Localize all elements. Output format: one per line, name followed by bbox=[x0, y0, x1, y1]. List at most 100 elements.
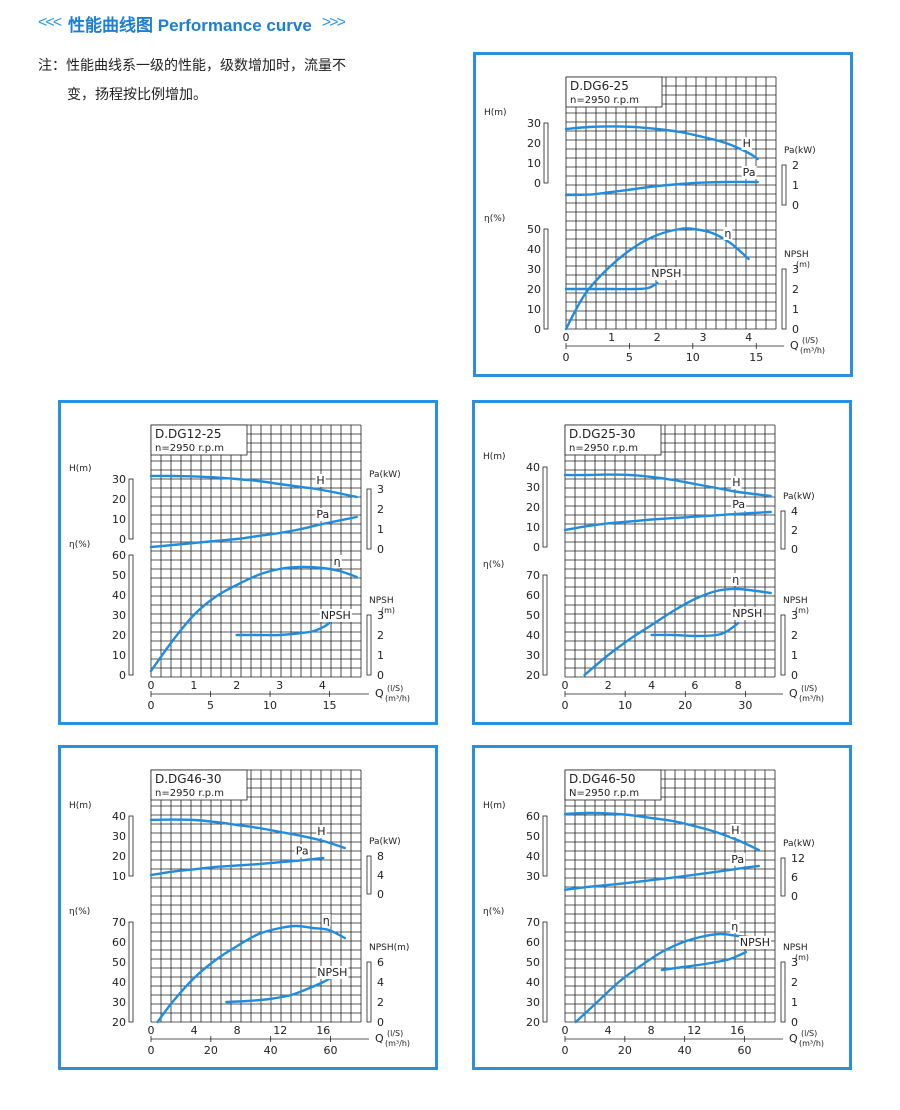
q-m3h-tick-label: 20 bbox=[204, 1044, 218, 1057]
power-curve-label: Pa bbox=[731, 853, 744, 866]
q-ls-tick-label: 2 bbox=[654, 331, 661, 344]
q-m3h-tick-label: 30 bbox=[738, 699, 752, 712]
q-axis-label: Q bbox=[375, 687, 384, 700]
eta-tick-label: 60 bbox=[112, 936, 126, 949]
power-curve bbox=[149, 515, 358, 549]
q-ls-tick-label: 2 bbox=[233, 679, 240, 692]
model-label-box bbox=[564, 424, 662, 456]
chart-svg: D.DG46-50N=2950 r.p.mH(m)60504030η(%)706… bbox=[483, 769, 824, 1057]
npsh-tick-label: 1 bbox=[792, 303, 799, 316]
h-tick-label: 20 bbox=[527, 137, 541, 150]
q-unit-m3h: (m³/h) bbox=[385, 1039, 410, 1048]
curve-label-bg bbox=[741, 166, 757, 179]
npsh-curve-label: NPSH bbox=[740, 936, 770, 949]
chart-svg: D.DG25-30n=2950 r.p.mH(m)403020100η(%)70… bbox=[483, 424, 824, 712]
q-m3h-tick-label: 0 bbox=[148, 699, 155, 712]
pa-scale-bar bbox=[780, 857, 786, 897]
power-curve-label: Pa bbox=[743, 166, 756, 179]
efficiency-curve bbox=[583, 587, 772, 677]
h-tick-label: 40 bbox=[112, 810, 126, 823]
eta-tick-label: 20 bbox=[112, 629, 126, 642]
h-tick-label: 10 bbox=[112, 870, 126, 883]
q-m3h-tick-label: 5 bbox=[626, 351, 633, 364]
head-curve-label: H bbox=[316, 474, 324, 487]
curve-label-bg bbox=[315, 508, 331, 521]
eta-tick-label: 40 bbox=[112, 976, 126, 989]
curves bbox=[563, 473, 772, 677]
npsh-tick-label: 2 bbox=[791, 629, 798, 642]
eta-tick-label: 10 bbox=[112, 649, 126, 662]
q-axis-label: Q bbox=[789, 687, 798, 700]
h-scale-bar bbox=[543, 122, 549, 184]
h-tick-label: 0 bbox=[534, 177, 541, 190]
left-arrows-icon: <<< bbox=[38, 14, 62, 31]
power-curve-label: Pa bbox=[732, 498, 745, 511]
npsh-tick-label: 2 bbox=[791, 976, 798, 989]
eta-tick-label: 50 bbox=[526, 956, 540, 969]
q-ls-tick-label: 4 bbox=[745, 331, 752, 344]
power-curve bbox=[564, 180, 759, 197]
eta-tick-label: 20 bbox=[526, 669, 540, 682]
q-ls-tick-label: 12 bbox=[687, 1024, 701, 1037]
speed-label: N=2950 r.p.m bbox=[569, 788, 639, 799]
eta-scale-bar bbox=[128, 921, 134, 1023]
model-name: D.DG46-50 bbox=[569, 772, 635, 786]
power-curve bbox=[563, 510, 772, 532]
q-ls-tick-label: 8 bbox=[735, 679, 742, 692]
eta-scale-bar bbox=[543, 228, 549, 330]
pa-tick-label: 2 bbox=[791, 524, 798, 537]
h-tick-label: 30 bbox=[112, 830, 126, 843]
curve-label-bg bbox=[315, 474, 326, 487]
npsh-scale-bar bbox=[781, 268, 787, 330]
eta-tick-label: 50 bbox=[526, 609, 540, 622]
npsh-curve-label: NPSH bbox=[317, 966, 347, 979]
h-scale-bar bbox=[542, 466, 548, 548]
model-label-box bbox=[150, 424, 248, 456]
npsh-axis-label: NPSH bbox=[783, 596, 808, 606]
head-curve-label: H bbox=[732, 476, 740, 489]
power-curve bbox=[149, 856, 325, 877]
curve-label-bg bbox=[650, 267, 683, 280]
q-ls-tick-label: 0 bbox=[563, 331, 570, 344]
eta-tick-label: 20 bbox=[527, 283, 541, 296]
model-name: D.DG46-30 bbox=[155, 772, 221, 786]
head-curve-label: H bbox=[731, 824, 739, 837]
h-tick-label: 30 bbox=[112, 473, 126, 486]
h-tick-label: 30 bbox=[527, 117, 541, 130]
q-unit-ls: (l/S) bbox=[801, 684, 817, 693]
npsh-tick-label: 0 bbox=[377, 669, 384, 682]
eta-tick-label: 40 bbox=[527, 243, 541, 256]
curve-label-bg bbox=[316, 825, 327, 838]
h-axis-label: H(m) bbox=[483, 801, 506, 811]
chart-panel-dg6-25: D.DG6-25 n=2950 r.p.m H(m) 30 20 10 0 η(%) 50 40 3… bbox=[473, 52, 853, 377]
q-axis-label: Q bbox=[375, 1032, 384, 1045]
pa-axis-label: Pa(kW) bbox=[784, 146, 816, 156]
npsh-scale-bar bbox=[780, 961, 786, 1023]
q-ls-tick-label: 6 bbox=[691, 679, 698, 692]
right-arrows-icon: >>> bbox=[321, 14, 346, 31]
npsh-tick-label: 3 bbox=[792, 263, 799, 276]
eta-tick-label: 10 bbox=[527, 303, 541, 316]
pa-tick-label: 1 bbox=[377, 523, 384, 536]
q-ls-tick-label: 12 bbox=[273, 1024, 287, 1037]
npsh-curve-label: NPSH bbox=[651, 267, 681, 280]
eta-scale-bar bbox=[128, 554, 134, 676]
head-curve bbox=[564, 125, 759, 161]
model-name: D.DG12-25 bbox=[155, 427, 221, 441]
q-ls-tick-label: 3 bbox=[699, 331, 706, 344]
pa-axis-label: Pa(kW) bbox=[783, 492, 815, 502]
head-curve-label: H bbox=[317, 825, 325, 838]
npsh-tick-label: 1 bbox=[791, 649, 798, 662]
q-m3h-tick-label: 40 bbox=[678, 1044, 692, 1057]
q-m3h-tick-label: 0 bbox=[563, 351, 570, 364]
pa-tick-label: 4 bbox=[377, 869, 384, 882]
chart-svg: D.DG6-25n=2950 r.p.mH(m)3020100η(%)50403… bbox=[484, 76, 825, 364]
chart-panel-dg46-50: D.DG46-50 N=2950 r.p.m H(m) 60 50 40 30 η(%) 70 6… bbox=[472, 745, 852, 1070]
efficiency-curve-label: η bbox=[732, 573, 739, 586]
eta-scale-bar bbox=[542, 921, 548, 1023]
speed-label: n=2950 r.p.m bbox=[569, 443, 638, 454]
pa-tick-label: 0 bbox=[791, 543, 798, 556]
eta-tick-label: 70 bbox=[112, 916, 126, 929]
power-curve-label: Pa bbox=[316, 508, 329, 521]
eta-tick-label: 40 bbox=[526, 629, 540, 642]
